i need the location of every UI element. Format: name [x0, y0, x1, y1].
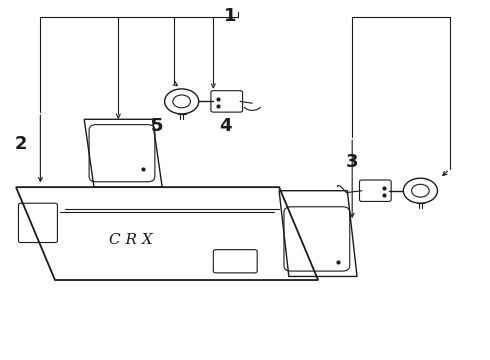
Text: 2: 2 [15, 135, 27, 153]
Text: 3: 3 [346, 153, 359, 171]
Text: 5: 5 [151, 117, 164, 135]
Text: 4: 4 [219, 117, 232, 135]
Text: C R X: C R X [109, 233, 152, 247]
Text: 1: 1 [224, 7, 237, 25]
